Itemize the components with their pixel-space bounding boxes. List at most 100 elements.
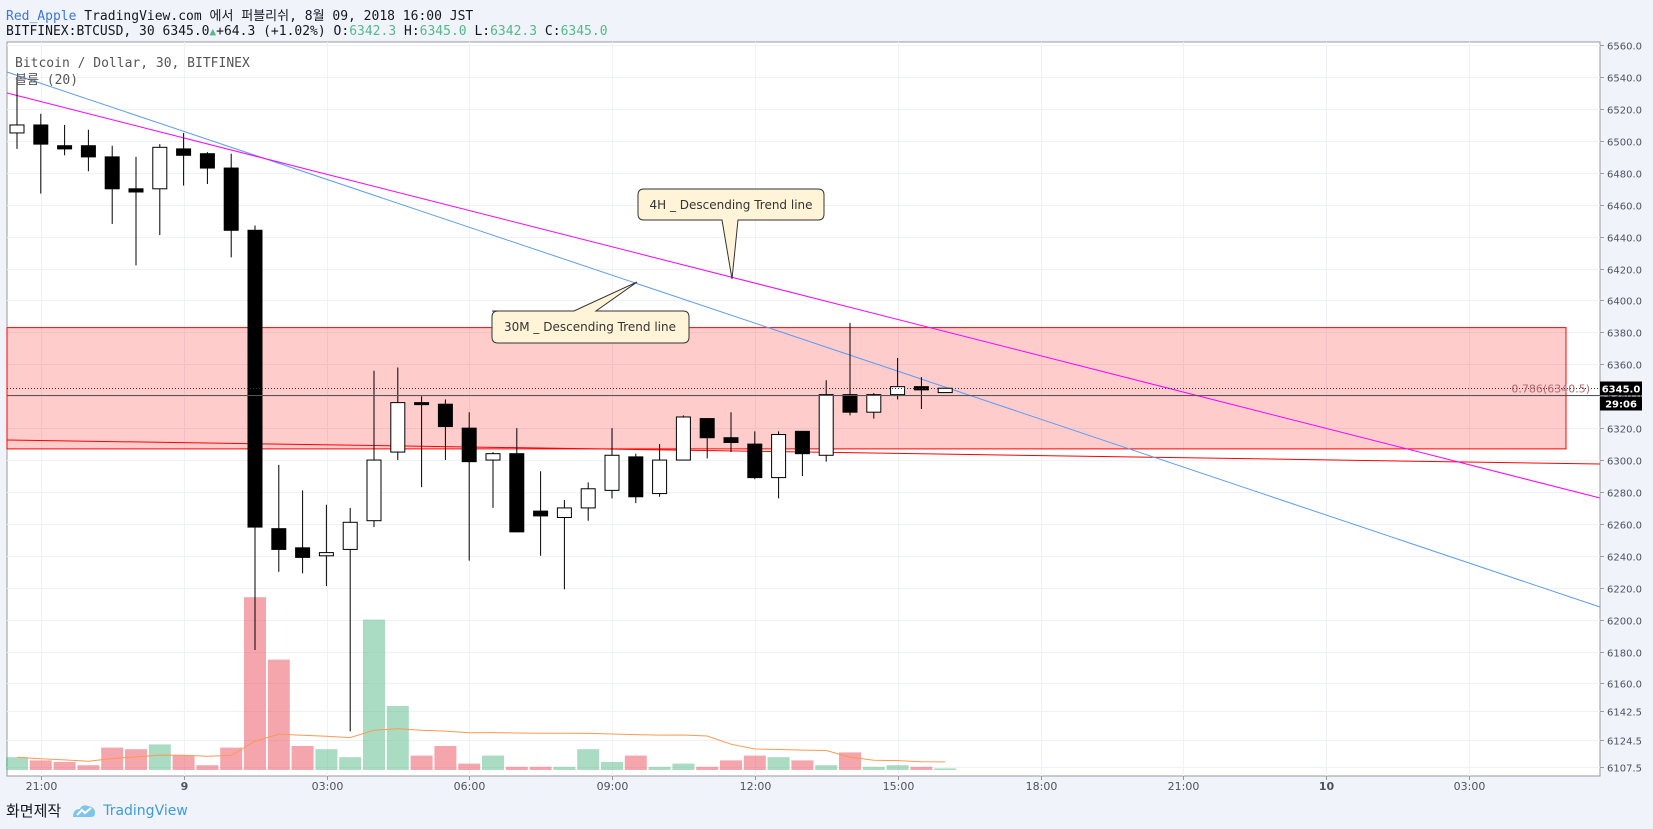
y-tick-label: 6280.0 (1607, 489, 1642, 500)
volume-bar (339, 757, 362, 770)
candle-up (390, 402, 406, 453)
volume-bar (601, 762, 623, 770)
publish-info: TradingView.com 에서 퍼블리쉬, 8월 09, 2018 16:… (84, 9, 474, 24)
candle-up (652, 459, 668, 495)
x-tick-label: 15:00 (883, 780, 915, 793)
volume-bar (172, 755, 195, 770)
volume-bar (29, 760, 52, 770)
x-tick-label: 06:00 (454, 780, 486, 793)
volume-bar (910, 766, 933, 770)
candle-up (937, 387, 953, 394)
candle-down (747, 443, 763, 479)
y-tick-label: 6460.0 (1607, 202, 1642, 213)
volume-bar (220, 747, 243, 770)
countdown-tag-text: 29:06 (1605, 400, 1637, 411)
candle-up (675, 416, 691, 461)
volume-bar (434, 746, 457, 770)
brand-link[interactable]: TradingView (103, 802, 188, 819)
y-tick-label: 6380.0 (1607, 329, 1642, 340)
candle-up (866, 394, 882, 413)
candle-up (580, 488, 596, 509)
x-tick-label: 10 (1319, 780, 1335, 793)
volume-bar (244, 597, 266, 770)
y-tick-label: 6200.0 (1607, 617, 1642, 628)
volume-bar (696, 766, 719, 770)
volume-bar (648, 766, 671, 770)
volume-bar (934, 768, 957, 770)
time-axis[interactable]: 21:00 9 03:00 06:00 09:00 12:00 15:00 18:00 21:0… (26, 776, 1486, 793)
x-tick-label: 09:00 (597, 780, 629, 793)
close-value: 6345.0 (560, 24, 608, 39)
volume-bar (148, 744, 171, 770)
y-tick-label: 6420.0 (1607, 266, 1642, 277)
y-tick-label: 6480.0 (1607, 170, 1642, 181)
y-tick-label: 6220.0 (1607, 585, 1642, 596)
volume-bar (624, 755, 647, 770)
candles (9, 77, 953, 732)
y-tick-label: 6520.0 (1607, 106, 1642, 117)
x-tick-label: 12:00 (740, 780, 772, 793)
y-tick-label: 6540.0 (1607, 74, 1642, 85)
made-with-label: 화면제작 (6, 802, 62, 820)
volume-bar (839, 752, 861, 770)
volume-bar (53, 762, 76, 770)
legend-series-title: Bitcoin / Dollar, 30, BITFINEX (15, 56, 250, 71)
author-name[interactable]: Red_Apple (6, 9, 77, 24)
candle-up (318, 552, 334, 557)
candle-down (723, 437, 739, 444)
callout-30m-text: 30M _ Descending Trend line (504, 320, 676, 334)
candle-down (509, 453, 525, 533)
chart-header-line2: BITFINEX:BTCUSD, 30 6345.0▲+64.3 (+1.02%… (6, 24, 608, 39)
x-tick-label: 03:00 (1454, 780, 1486, 793)
low-label: L: (474, 24, 491, 39)
up-arrow-icon: ▲ (209, 25, 217, 38)
candle-down (794, 430, 810, 455)
tradingview-logo-icon (73, 804, 96, 817)
high-label: H: (404, 24, 420, 39)
candle-up (342, 521, 358, 550)
callout-30m[interactable]: 30M _ Descending Trend line (491, 281, 690, 344)
plot-area (6, 41, 1601, 777)
grid-lines (7, 42, 1600, 776)
trend-line-4h[interactable] (6, 92, 1601, 499)
candle-up (152, 146, 168, 190)
volume-bar (267, 659, 290, 770)
candle-down (295, 547, 311, 558)
candle-up (890, 386, 906, 396)
supply-zone-rect[interactable] (6, 327, 1567, 450)
y-tick-label: 6500.0 (1607, 138, 1642, 149)
symbol-label: BITFINEX:BTCUSD, 30 (6, 24, 155, 39)
x-tick-label: 9 (181, 780, 189, 793)
y-tick-label: 6107.5 (1607, 764, 1642, 775)
candle-up (366, 459, 382, 522)
high-value: 6345.0 (419, 24, 467, 39)
volume-bar (363, 619, 385, 770)
candle-down (104, 156, 120, 190)
candle-down (199, 153, 215, 169)
candle-down (33, 124, 49, 145)
y-tick-label: 6560.0 (1607, 42, 1642, 53)
low-value: 6342.3 (490, 24, 538, 39)
candle-down (247, 229, 263, 528)
volume-bar (77, 765, 100, 770)
candle-down (414, 402, 430, 406)
candle-down (699, 418, 715, 439)
price-change: +64.3 (+1.02%) (216, 24, 326, 39)
candle-down (628, 456, 644, 498)
footer: 화면제작 TradingView (6, 800, 188, 821)
candle-down (128, 188, 144, 193)
y-tick-label: 6240.0 (1607, 553, 1642, 564)
trend-line-30m[interactable] (6, 71, 1601, 608)
candle-up (604, 454, 620, 491)
candle-down (80, 145, 96, 158)
candle-down (533, 510, 549, 517)
callout-4h[interactable]: 4H _ Descending Trend line (637, 188, 825, 280)
volume-bar (125, 749, 147, 770)
volume-bar (529, 766, 552, 770)
y-tick-label: 6360.0 (1607, 361, 1642, 372)
callout-4h-text: 4H _ Descending Trend line (649, 198, 812, 212)
last-price: 6345.0 (162, 24, 210, 39)
candle-down (842, 394, 858, 413)
volume-bar (815, 765, 838, 770)
